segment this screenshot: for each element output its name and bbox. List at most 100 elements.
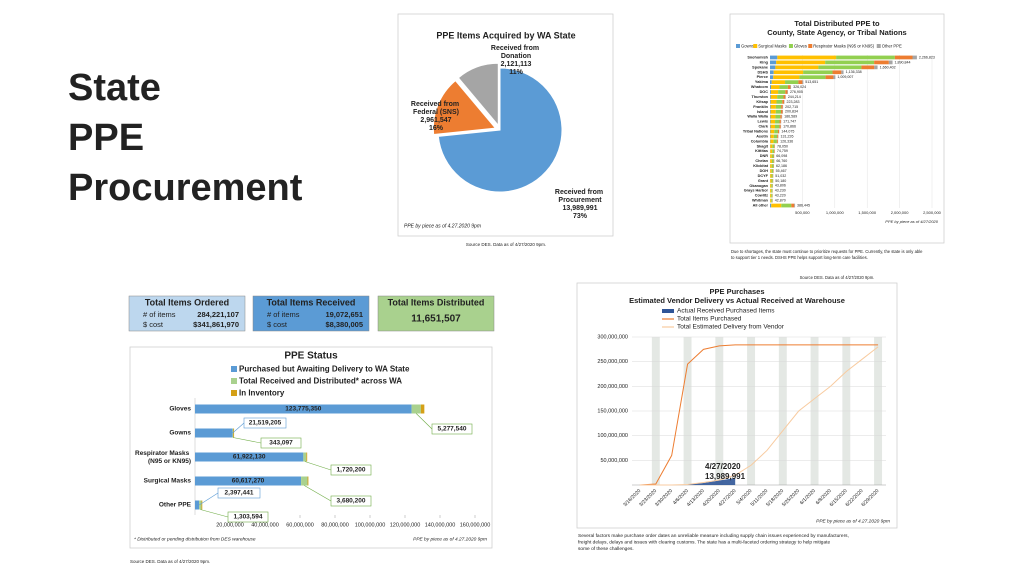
leader-line <box>199 492 219 506</box>
value-label: 61,922,130 <box>233 454 266 461</box>
callout-box <box>217 487 261 499</box>
total-label: 66,098 <box>776 154 787 158</box>
footnote: PPE by piece as of 4.27.2020 9pm <box>816 518 890 524</box>
bar-segment <box>195 500 200 510</box>
bar-segment <box>770 100 777 104</box>
summary-value: 11,651,507 <box>411 314 461 325</box>
bar-segment <box>770 114 776 119</box>
bar-segment <box>770 149 773 154</box>
y-tick-label: DCYF <box>758 174 769 178</box>
bar-segment <box>770 119 776 124</box>
summary-label: # of items <box>267 310 300 319</box>
bar-segment <box>770 183 772 188</box>
bar-segment <box>771 159 774 163</box>
legend-label: Total Items Purchased <box>677 316 742 323</box>
summary-title: Total Items Received <box>267 297 356 307</box>
bar-segment <box>303 452 307 462</box>
area <box>687 478 736 485</box>
bar-segment <box>776 139 778 144</box>
total-label: 2,266,823 <box>919 55 935 59</box>
bar-segment <box>770 129 775 134</box>
line <box>639 344 879 486</box>
total-label: 43,230 <box>775 189 786 193</box>
total-label: 186,589 <box>784 115 797 119</box>
x-tick-label: 100,000,000 <box>355 522 386 528</box>
bar-segment <box>774 149 775 154</box>
legend-swatch <box>876 44 881 48</box>
y-tick-label: Tribal Nations <box>743 130 768 134</box>
bar-segment <box>874 60 889 65</box>
bar-segment <box>770 60 777 65</box>
bar-segment <box>803 70 833 75</box>
value-label: 5,277,540 <box>438 426 467 433</box>
y-tick-label: Gowns <box>169 430 191 437</box>
summary-box <box>377 295 495 332</box>
chart-title: Total Distributed PPE to <box>794 19 880 28</box>
chart-panel <box>129 346 493 549</box>
leader-line <box>232 422 245 434</box>
footnote: PPE by piece as of 4/27/2020 <box>885 219 938 224</box>
bar-segment <box>779 119 781 124</box>
bar-segment <box>894 55 913 60</box>
total-label: 51,032 <box>775 174 786 178</box>
y-tick-label: Skagit <box>757 144 769 148</box>
bar-segment <box>770 90 779 94</box>
bar-segment <box>773 75 800 80</box>
summary-label: $ cost <box>143 320 164 329</box>
bar-segment <box>770 65 776 70</box>
slide-title: Procurement <box>68 167 303 209</box>
slice-value: 2,121,113 <box>501 61 532 68</box>
line <box>639 346 879 486</box>
y-tick-label: Kittitas <box>755 149 768 153</box>
y-tick-label: Surgical Masks <box>144 478 192 485</box>
chart-title: PPE Items Acquired by WA State <box>436 30 575 40</box>
bar-segment <box>195 476 302 486</box>
bar-segment <box>770 169 772 173</box>
bar-segment <box>770 159 772 163</box>
y-tick-label: Island <box>757 110 769 114</box>
x-tick-label: 2,500,000 <box>923 210 942 215</box>
y-tick-label: DOC <box>760 90 769 94</box>
bar-segment <box>770 164 772 168</box>
leader-line <box>232 437 262 444</box>
bar-segment <box>771 154 774 159</box>
y-tick-label: Grant <box>758 179 769 183</box>
y-tick-label: All other <box>753 204 769 208</box>
bar-segment <box>233 428 235 438</box>
leader-line <box>200 509 229 518</box>
bar-segment <box>785 80 799 85</box>
callout-box <box>260 437 302 449</box>
bar-segment <box>774 129 778 134</box>
bar-segment <box>770 75 774 80</box>
y-tick-label: Franklin <box>753 105 768 109</box>
legend-label: Purchased but Awaiting Delivery to WA St… <box>239 365 410 374</box>
bar-segment <box>841 70 844 75</box>
bar-segment <box>771 164 774 168</box>
bar-segment <box>770 85 772 89</box>
bar-segment <box>825 60 875 65</box>
total-label: 74,759 <box>777 149 788 153</box>
x-tick-label: 1,500,000 <box>858 210 877 215</box>
bar-segment <box>770 109 771 114</box>
bar-segment <box>195 404 412 414</box>
total-label: 78,050 <box>777 144 788 148</box>
summary-value: 284,221,107 <box>197 310 239 319</box>
x-tick-label: 500,000 <box>795 210 810 215</box>
y-tick-label: Yakima <box>755 80 769 84</box>
bar-segment <box>770 124 775 129</box>
bar-segment <box>818 65 862 70</box>
x-tick-label: 20,000,000 <box>216 522 244 528</box>
pie-slice <box>437 67 563 193</box>
bar-segment <box>802 80 804 85</box>
bar-segment <box>771 178 773 183</box>
bar-segment <box>411 404 421 414</box>
y-tick-label: Walla Walla <box>747 115 768 119</box>
chart-panel <box>729 13 945 244</box>
legend-swatch <box>231 390 237 396</box>
bar-segment <box>774 144 775 149</box>
legend-swatch <box>662 309 674 313</box>
bar-segment <box>770 188 772 193</box>
total-label: 43,220 <box>775 194 786 198</box>
summary-title: Total Items Distributed <box>388 297 485 307</box>
